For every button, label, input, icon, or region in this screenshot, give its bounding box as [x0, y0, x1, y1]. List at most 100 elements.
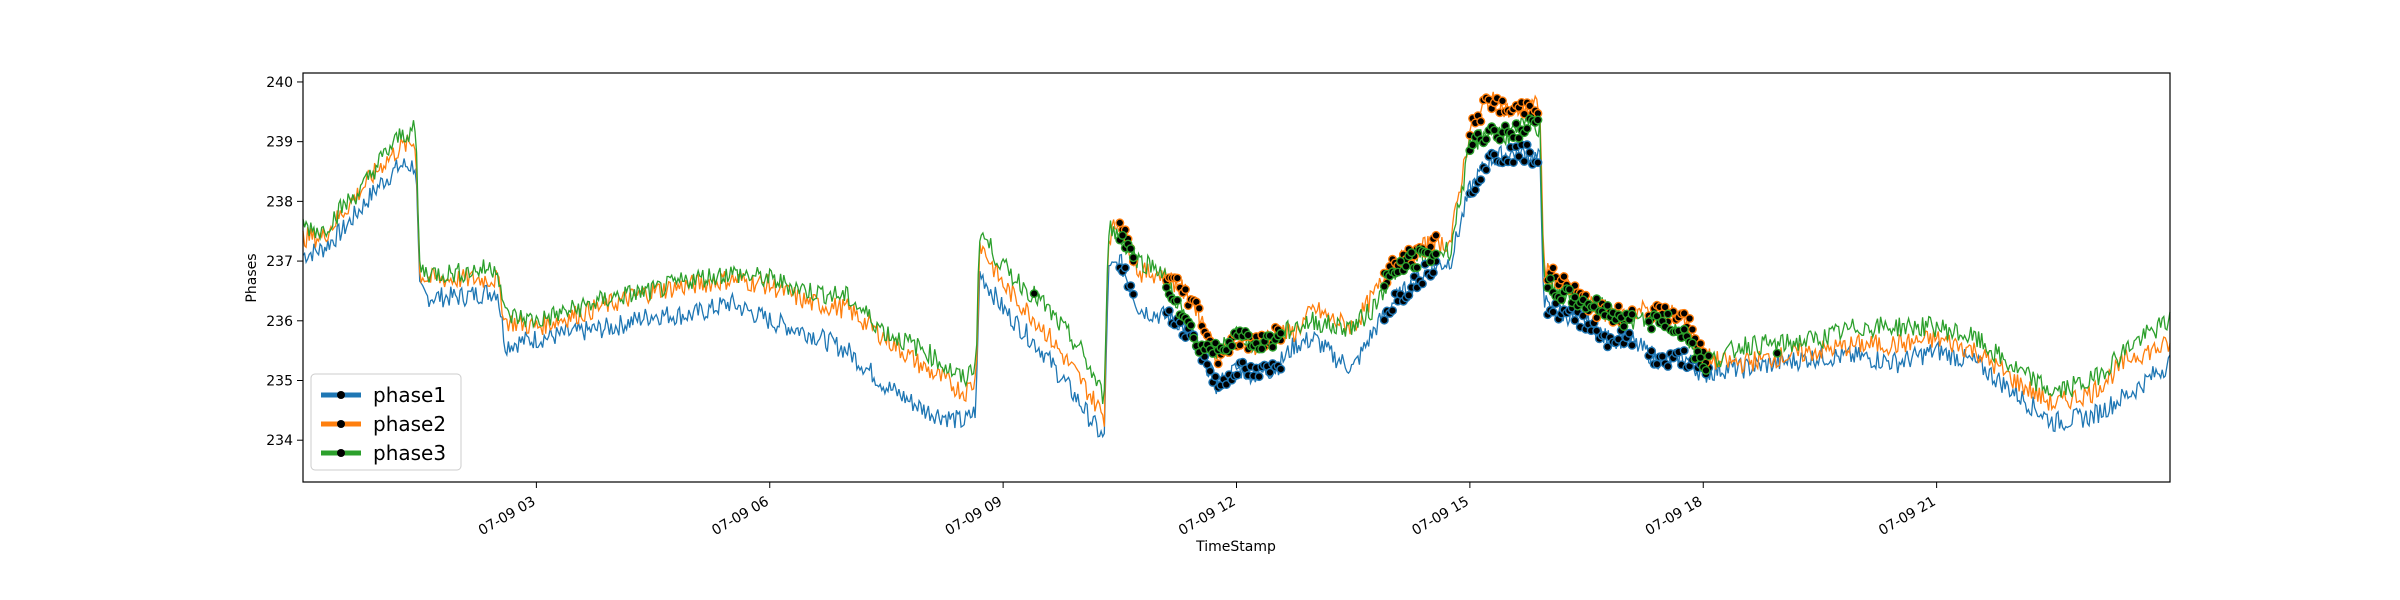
- anomaly-point-phase1-117: [1603, 342, 1613, 352]
- anomaly-point-phase1-126: [1627, 340, 1637, 350]
- y-tick-label: 237: [266, 254, 293, 270]
- x-tick-label: 07-09 12: [1176, 494, 1239, 539]
- anomaly-point-phase2-81: [1497, 96, 1507, 106]
- anomaly-point-phase2-33: [1235, 340, 1245, 350]
- anomaly-point-phase3-96: [1545, 274, 1555, 284]
- anomaly-point-phase3-127: [1644, 317, 1654, 327]
- y-axis-label: Phases: [244, 253, 260, 302]
- anomaly-point-phase1-130: [1652, 359, 1662, 369]
- anomaly-point-phase2-68: [1431, 230, 1441, 240]
- legend-marker-phase2: [337, 420, 345, 428]
- anomaly-point-phase1-58: [1404, 290, 1414, 300]
- anomaly-point-phase1-125: [1624, 328, 1634, 338]
- anomaly-point-phase1-52: [1387, 306, 1397, 316]
- anomaly-point-phase1-5: [1128, 289, 1138, 299]
- anomaly-point-phase3-146: [1695, 353, 1705, 363]
- series-line-phase1: [302, 144, 2171, 439]
- anomaly-point-phase3-48: [1276, 328, 1286, 338]
- anomaly-point-phase2-101: [1559, 272, 1569, 282]
- anomaly-point-phase3-86: [1511, 119, 1521, 129]
- anomaly-point-phase3-5: [1128, 253, 1138, 263]
- x-tick-label: 07-09 06: [709, 494, 772, 539]
- anomaly-point-phase1-87: [1514, 151, 1524, 161]
- anomaly-point-phase2-13: [1180, 285, 1190, 295]
- legend: phase1 phase2 phase3: [310, 373, 462, 471]
- series-layer: [302, 91, 2171, 439]
- anomaly-point-phase1-140: [1679, 346, 1689, 356]
- anomaly-point-phase3-94: [1533, 115, 1543, 125]
- anomaly-point-phase1-32: [1232, 370, 1242, 380]
- anomaly-point-phase1-97: [1548, 307, 1558, 317]
- anomaly-point-phase3-87: [1514, 133, 1524, 143]
- anomaly-point-phase3-128: [1646, 324, 1656, 334]
- anomaly-point-phase2-97: [1548, 263, 1558, 273]
- anomaly-point-phase3-123: [1619, 322, 1629, 332]
- y-tick-label: 236: [266, 314, 293, 330]
- y-tick-label: 239: [266, 135, 293, 151]
- anomaly-point-phase2-143: [1687, 325, 1697, 335]
- anomaly-point-phase3-126: [1627, 309, 1637, 319]
- x-axis-label: TimeStamp: [1195, 539, 1276, 555]
- anomaly-point-phase3-117: [1603, 301, 1613, 311]
- anomaly-point-phase3-55: [1396, 256, 1406, 266]
- anomaly-point-phase3-68: [1431, 249, 1441, 259]
- anomaly-point-phase1-89: [1519, 156, 1529, 166]
- anomaly-point-phase2-18: [1194, 303, 1204, 313]
- series-line-phase3: [302, 113, 2171, 405]
- anomaly-point-phase3-78: [1489, 125, 1499, 135]
- anomaly-point-phase3-143: [1687, 338, 1697, 348]
- anomaly-point-phase3-57: [1401, 261, 1411, 271]
- anomaly-point-phase1-91: [1525, 147, 1535, 157]
- anomaly-point-phase1-48: [1276, 364, 1286, 374]
- anomaly-point-phase3-36: [1243, 330, 1253, 340]
- anomaly-point-phase2-146: [1695, 339, 1705, 349]
- anomaly-point-phase1-71: [1470, 185, 1480, 195]
- anomaly-point-phase3-61: [1412, 263, 1422, 273]
- legend-label-phase1: phase1: [373, 383, 446, 407]
- legend-marker-phase1: [337, 391, 345, 399]
- y-axis: 234 235 236 237 238 239 240: [266, 75, 303, 449]
- anomaly-marker-layer: [1029, 93, 1782, 393]
- anomaly-point-phase3-70: [1468, 140, 1478, 150]
- legend-box: [310, 373, 462, 471]
- anomaly-point-phase3-134: [1663, 309, 1673, 319]
- anomaly-point-phase1-24: [1210, 372, 1220, 382]
- anomaly-point-phase1-75: [1481, 165, 1491, 175]
- anomaly-point-phase2-140: [1679, 308, 1689, 318]
- anomaly-point-phase1-94: [1533, 158, 1543, 168]
- anomaly-point-phase3-16: [1189, 333, 1199, 343]
- anomaly-point-phase1-44: [1265, 367, 1275, 377]
- anomaly-point-phase1-4: [1126, 281, 1136, 291]
- anomaly-point-phase3-41: [1257, 344, 1267, 354]
- x-tick-label: 07-09 15: [1409, 494, 1472, 539]
- anomaly-point-phase3-103: [1564, 284, 1574, 294]
- anomaly-point-phase3-100: [1556, 295, 1566, 305]
- x-axis: 07-09 03 07-09 06 07-09 09 07-09 12 07-09 15…: [476, 482, 1939, 539]
- anomaly-point-phase3-45: [1268, 342, 1278, 352]
- anomaly-point-phase1-134: [1663, 361, 1673, 371]
- anomaly-point-phase1-85: [1508, 157, 1518, 167]
- y-tick-label: 240: [266, 75, 293, 91]
- x-tick-label: 07-09 03: [476, 494, 539, 539]
- anomaly-point-phase1-113: [1592, 326, 1602, 336]
- anomaly-point-phase3-113: [1592, 294, 1602, 304]
- plot-area: [302, 72, 2171, 483]
- x-tick-label: 07-09 09: [943, 494, 1006, 539]
- anomaly-point-phase1-73: [1476, 175, 1486, 185]
- y-tick-label: 235: [266, 373, 293, 389]
- anomaly-point-phase3-iso-1: [1772, 348, 1782, 358]
- anomaly-point-phase1-63: [1417, 279, 1427, 289]
- legend-label-phase3: phase3: [373, 441, 446, 465]
- anomaly-point-phase3-iso-0: [1029, 289, 1039, 299]
- anomaly-point-phase3-59: [1406, 248, 1416, 258]
- anomaly-point-phase3-4: [1126, 244, 1136, 254]
- anomaly-point-phase1-40: [1254, 372, 1264, 382]
- anomaly-point-phase3-75: [1481, 134, 1491, 144]
- anomaly-point-phase2-10: [1172, 273, 1182, 283]
- anomaly-point-phase3-30: [1227, 341, 1237, 351]
- anomaly-point-phase1-22: [1205, 366, 1215, 376]
- anomaly-point-phase3-148: [1701, 365, 1711, 375]
- anomaly-point-phase1-49: [1379, 315, 1389, 325]
- y-tick-label: 238: [266, 194, 293, 210]
